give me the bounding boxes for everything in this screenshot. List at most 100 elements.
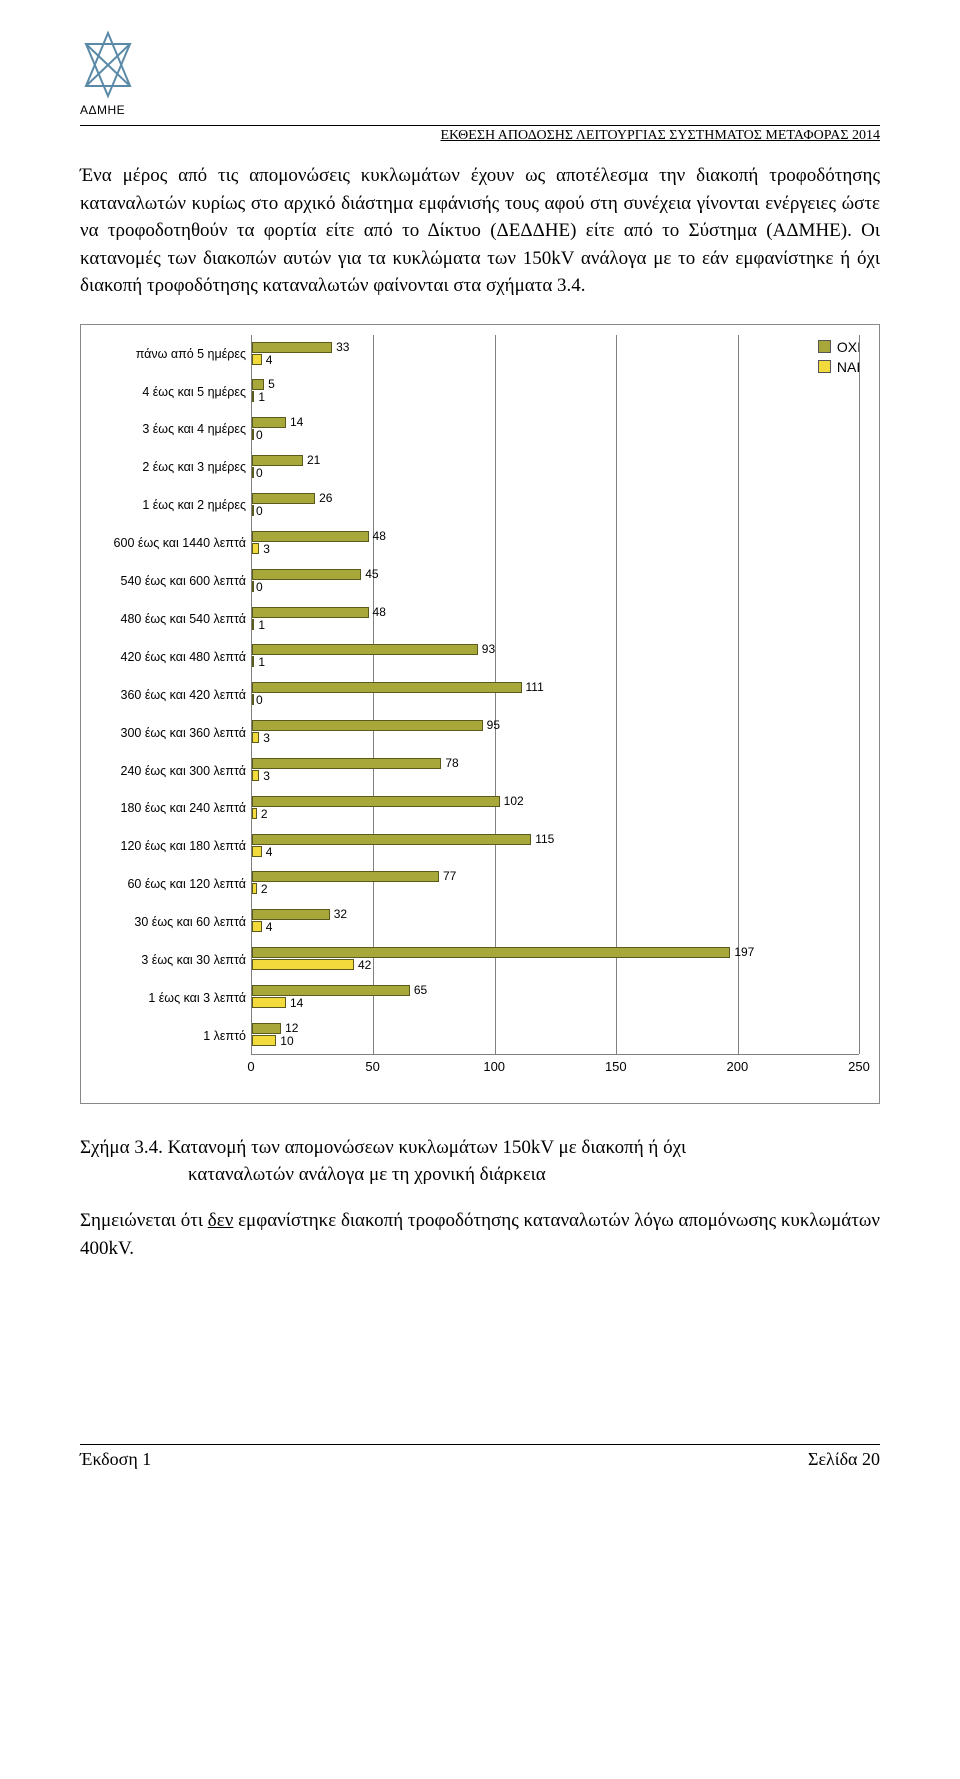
grid-line	[495, 335, 496, 1054]
bar-label-nai: 4	[266, 845, 273, 859]
bar-label-ochi: 45	[365, 567, 378, 581]
bar-label-nai: 4	[266, 353, 273, 367]
bar-label-nai: 1	[258, 618, 265, 632]
category-label: 600 έως και 1440 λεπτά	[114, 536, 246, 550]
page-header-title: ΕΚΘΕΣΗ ΑΠΟΔΟΣΗΣ ΛΕΙΤΟΥΡΓΙΑΣ ΣΥΣΤΗΜΑΤΟΣ Μ…	[80, 128, 880, 144]
bar-label-nai: 3	[263, 731, 270, 745]
tick-label: 200	[727, 1059, 749, 1074]
caption-line1: Κατανομή των απομονώσεων κυκλωμάτων 150k…	[168, 1137, 687, 1158]
bar-label-ochi: 48	[373, 605, 386, 619]
note-underlined: δεν	[208, 1210, 234, 1231]
bar-ochi	[252, 379, 264, 390]
bar-label-nai: 3	[263, 769, 270, 783]
bar-nai	[252, 505, 254, 516]
footnote-paragraph: Σημειώνεται ότι δεν εμφανίστηκε διακοπή …	[80, 1207, 880, 1264]
bar-nai	[252, 391, 254, 402]
bar-label-ochi: 77	[443, 869, 456, 883]
intro-paragraph: Ένα μέρος από τις απομονώσεις κυκλωμάτων…	[80, 162, 880, 300]
bar-label-nai: 14	[290, 996, 303, 1010]
footer-left: Έκδοση 1	[80, 1449, 151, 1470]
bar-ochi	[252, 871, 439, 882]
grid-line	[859, 335, 860, 1054]
bar-label-ochi: 33	[336, 340, 349, 354]
logo-caption: ΑΔΜΗΕ	[80, 103, 880, 117]
bar-ochi	[252, 417, 286, 428]
category-label: 360 έως και 420 λεπτά	[121, 688, 247, 702]
bar-label-nai: 0	[256, 504, 263, 518]
bar-label-ochi: 26	[319, 491, 332, 505]
bar-ochi	[252, 493, 315, 504]
bar-nai	[252, 846, 262, 857]
tick-label: 150	[605, 1059, 627, 1074]
note-pre: Σημειώνεται ότι	[80, 1210, 208, 1231]
bar-label-ochi: 32	[334, 907, 347, 921]
bar-ochi	[252, 569, 361, 580]
category-label: 120 έως και 180 λεπτά	[121, 839, 247, 853]
category-label: 4 έως και 5 ημέρες	[142, 385, 246, 399]
category-label: 60 έως και 120 λεπτά	[127, 877, 246, 891]
tick-label: 250	[848, 1059, 870, 1074]
bar-ochi	[252, 720, 483, 731]
category-label: 3 έως και 30 λεπτά	[141, 953, 246, 967]
bar-label-nai: 2	[261, 882, 268, 896]
bar-nai	[252, 808, 257, 819]
category-label: 3 έως και 4 ημέρες	[142, 422, 246, 436]
bar-nai	[252, 921, 262, 932]
bar-label-ochi: 78	[445, 756, 458, 770]
caption-line2: καταναλωτών ανάλογα με τη χρονική διάρκε…	[80, 1161, 880, 1189]
bar-label-ochi: 5	[268, 377, 275, 391]
category-label: 30 έως και 60 λεπτά	[134, 915, 246, 929]
bar-nai	[252, 619, 254, 630]
bar-ochi	[252, 909, 330, 920]
bar-ochi	[252, 342, 332, 353]
bar-label-nai: 1	[258, 390, 265, 404]
category-label: 1 λεπτό	[203, 1029, 246, 1043]
category-label: 180 έως και 240 λεπτά	[121, 801, 247, 815]
bar-label-ochi: 111	[526, 680, 544, 694]
bar-ochi	[252, 682, 522, 693]
bar-ochi	[252, 834, 531, 845]
tick-label: 100	[483, 1059, 505, 1074]
bar-ochi	[252, 455, 303, 466]
bar-label-nai: 2	[261, 807, 268, 821]
bar-label-ochi: 115	[535, 832, 554, 846]
bar-label-ochi: 65	[414, 983, 427, 997]
bar-label-nai: 10	[280, 1034, 293, 1048]
bar-label-nai: 4	[266, 920, 273, 934]
bar-label-ochi: 14	[290, 415, 303, 429]
category-label: 420 έως και 480 λεπτά	[121, 650, 247, 664]
bar-ochi	[252, 758, 441, 769]
bar-ochi	[252, 607, 369, 618]
bar-label-ochi: 21	[307, 453, 320, 467]
bar-nai	[252, 656, 254, 667]
grid-line	[373, 335, 374, 1054]
bar-nai	[252, 732, 259, 743]
chart-figure-3-4: ΟΧΙ ΝΑΙ πάνω από 5 ημέρες4 έως και 5 ημέ…	[80, 324, 880, 1104]
bar-label-ochi: 48	[373, 529, 386, 543]
bar-ochi	[252, 531, 369, 542]
bar-nai	[252, 883, 257, 894]
x-axis-ticks: 050100150200250	[251, 1059, 859, 1079]
category-label: πάνω από 5 ημέρες	[136, 347, 246, 361]
bar-nai	[252, 1035, 276, 1046]
bar-label-nai: 42	[358, 958, 371, 972]
header-rule	[80, 125, 880, 126]
bar-label-ochi: 93	[482, 642, 495, 656]
bar-ochi	[252, 985, 410, 996]
caption-lead: Σχήμα 3.4.	[80, 1137, 168, 1158]
page-footer: Έκδοση 1 Σελίδα 20	[80, 1449, 880, 1470]
category-label: 300 έως και 360 λεπτά	[121, 726, 247, 740]
bar-label-nai: 0	[256, 428, 263, 442]
bar-label-ochi: 102	[504, 794, 524, 808]
bar-label-ochi: 197	[734, 945, 754, 959]
category-label: 540 έως και 600 λεπτά	[121, 574, 247, 588]
footer-rule	[80, 1444, 880, 1445]
tick-label: 0	[247, 1059, 254, 1074]
bar-ochi	[252, 947, 730, 958]
bar-label-nai: 3	[263, 542, 270, 556]
figure-caption: Σχήμα 3.4. Κατανομή των απομονώσεων κυκλ…	[80, 1134, 880, 1189]
bar-nai	[252, 997, 286, 1008]
category-label: 240 έως και 300 λεπτά	[121, 764, 247, 778]
category-label: 480 έως και 540 λεπτά	[121, 612, 247, 626]
category-label: 1 έως και 2 ημέρες	[142, 498, 246, 512]
